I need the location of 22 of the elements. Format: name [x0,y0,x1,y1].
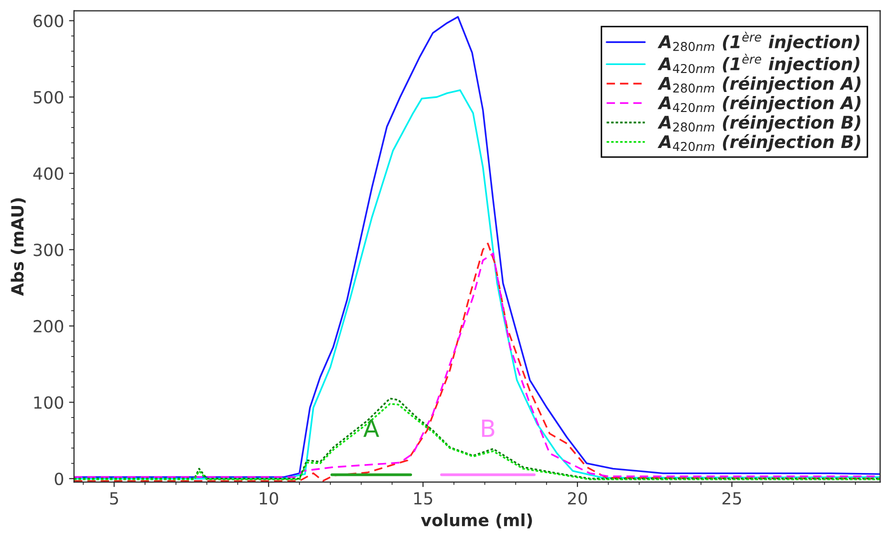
legend-label: A$_{280nm}$ (1$^{ère}$ injection) [658,32,860,52]
y-tick-label: 0 [54,472,64,486]
legend-label: A$_{280nm}$ (réinjection B) [658,114,860,132]
y-axis-title: Abs (mAU) [10,198,26,296]
x-tick-label: 20 [568,492,587,505]
legend-label: A$_{420nm}$ (réinjection A) [658,95,861,113]
y-tick-label: 400 [33,167,64,180]
legend-label: A$_{420nm}$ (1$^{ère}$ injection) [658,54,860,74]
y-tick-label: 300 [34,244,64,256]
x-axis-title: volume (ml) [420,513,532,528]
legend-label: A$_{280nm}$ (réinjection A) [658,76,861,94]
x-tick-label: 25 [722,492,742,505]
x-tick-label: 5 [110,492,118,505]
legend-label: A$_{420nm}$ (réinjection B) [658,134,860,152]
y-tick-label: 200 [34,320,64,333]
y-tick-label: 100 [34,396,64,409]
x-tick-label: 15 [414,492,432,505]
x-tick-label: 10 [260,492,278,505]
y-tick-label: 500 [34,90,64,104]
annotation: A [363,420,380,437]
annotation: B [482,420,494,437]
y-tick-label: 600 [34,14,64,28]
